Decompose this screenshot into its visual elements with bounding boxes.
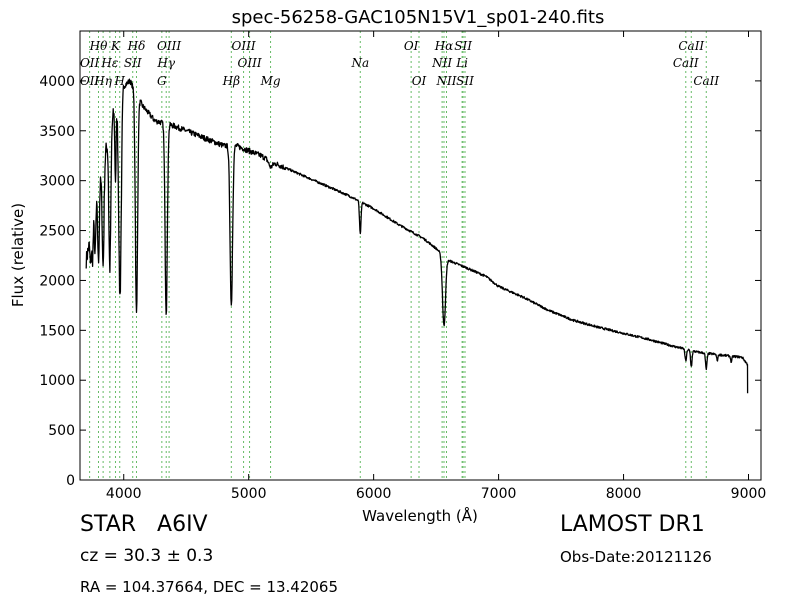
y-tick-label: 2500 [39, 224, 75, 240]
plot-frame [79, 30, 762, 481]
y-tick-label: 500 [48, 423, 75, 439]
spectral-line-markers [89, 31, 707, 480]
y-tick-label: 2000 [39, 273, 75, 289]
object-class: STAR A6IV [80, 512, 208, 537]
line-marker-label: OIII [232, 39, 256, 53]
line-marker-label: Hθ [89, 39, 108, 53]
y-tick-label: 4000 [39, 74, 75, 90]
line-marker-label: CaII [678, 39, 704, 53]
line-marker-label: H [114, 74, 126, 88]
line-marker-label: OII [80, 74, 100, 88]
line-marker-label: OIII [157, 39, 181, 53]
x-axis-label: Wavelength (Å) [362, 506, 478, 525]
x-tick-label: 4000 [106, 486, 142, 502]
x-axis-ticks: 4000 5000 6000 7000 8000 9000 [106, 31, 766, 502]
line-marker-label: OI [412, 74, 427, 88]
redshift-value: cz = 30.3 ± 0.3 [80, 546, 214, 566]
line-marker-label: SII [124, 56, 142, 70]
observation-date: Obs-Date:20121126 [560, 548, 712, 566]
y-tick-label: 0 [66, 473, 75, 489]
survey-name: LAMOST DR1 [560, 512, 705, 537]
y-tick-label: 3500 [39, 124, 75, 140]
coordinates: RA = 104.37664, DEC = 13.42065 [80, 578, 339, 596]
line-marker-label: Hη [93, 74, 112, 88]
line-marker-label: Hγ [156, 56, 175, 70]
line-marker-label: NII [435, 74, 456, 88]
line-marker-label: SII [456, 74, 474, 88]
object-subclass: A6IV [157, 512, 208, 537]
y-tick-label: 3000 [39, 174, 75, 190]
line-marker-label: Mg [260, 74, 281, 88]
x-tick-label: 6000 [356, 486, 392, 502]
object-type: STAR [80, 512, 137, 537]
line-marker-label: Hβ [222, 74, 240, 88]
y-axis-label: Flux (relative) [9, 203, 27, 307]
spectrum-line [85, 78, 749, 394]
line-marker-label: Na [350, 56, 369, 70]
line-marker-label: Li [455, 56, 468, 70]
chart-title: spec-56258-GAC105N15V1_sp01-240.fits [232, 7, 605, 28]
line-marker-label: SII [454, 39, 472, 53]
line-marker-label: NII [431, 56, 452, 70]
x-tick-label: 9000 [731, 486, 767, 502]
x-tick-label: 8000 [606, 486, 642, 502]
line-marker-label: Hα [434, 39, 454, 53]
line-marker-label: OII [80, 56, 100, 70]
x-tick-label: 5000 [231, 486, 267, 502]
line-marker-label: CaII [693, 74, 719, 88]
line-marker-label: OIII [238, 56, 262, 70]
line-marker-label: CaII [673, 56, 699, 70]
y-axis-ticks: 0 500 1000 1500 2000 2500 3000 3500 4000 [39, 74, 761, 489]
line-marker-label: G [157, 74, 167, 88]
line-marker-label: OI [404, 39, 419, 53]
y-tick-label: 1000 [39, 373, 75, 389]
line-marker-label: Hδ [127, 39, 146, 53]
y-tick-label: 1500 [39, 323, 75, 339]
x-tick-label: 7000 [481, 486, 517, 502]
line-marker-label: K [110, 39, 121, 53]
line-marker-label: Hε [100, 56, 118, 70]
